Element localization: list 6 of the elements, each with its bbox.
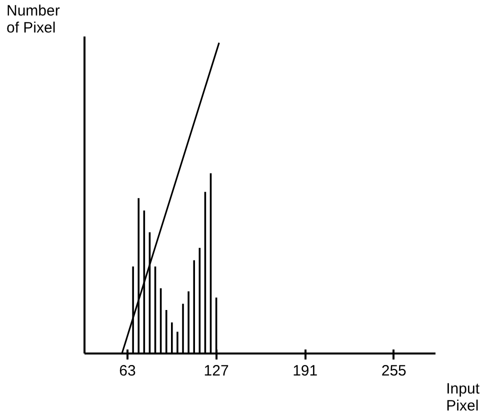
x-tick-label: 127	[204, 362, 229, 380]
y-axis-title: Number of Pixel	[6, 2, 60, 36]
x-tick-label: 255	[381, 362, 406, 380]
x-tick-label: 191	[292, 362, 318, 380]
x-axis-title: Input Pixel	[446, 380, 480, 414]
x-tick-label: 63	[119, 362, 136, 380]
